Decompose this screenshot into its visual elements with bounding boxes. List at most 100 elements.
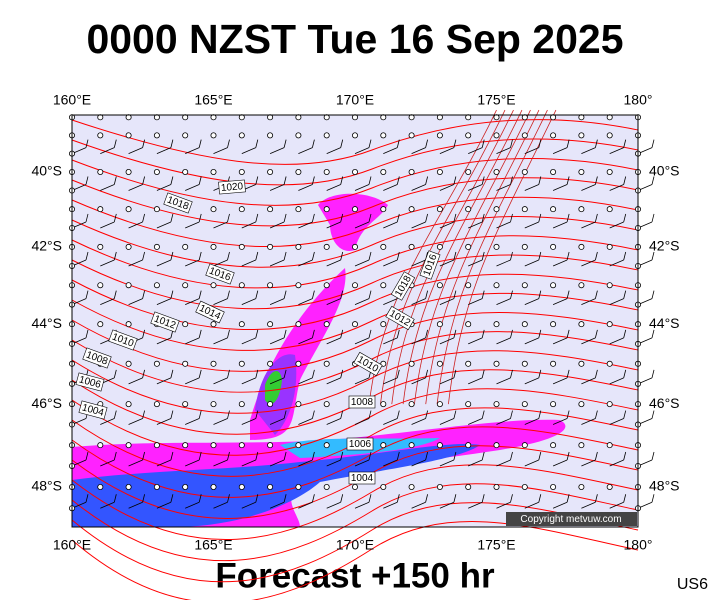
isobar bbox=[71, 158, 639, 206]
wind-barb bbox=[595, 251, 598, 261]
wind-barb bbox=[510, 176, 513, 185]
station bbox=[125, 483, 132, 490]
wind-barb bbox=[241, 147, 256, 154]
wind-barb bbox=[185, 459, 200, 467]
wind-barb bbox=[283, 329, 287, 339]
wind-barb bbox=[524, 337, 539, 345]
wind-barb bbox=[227, 139, 230, 148]
station bbox=[550, 206, 557, 213]
wind-barb bbox=[651, 329, 655, 339]
wind-barb bbox=[255, 410, 259, 419]
wind-barb bbox=[453, 494, 457, 503]
isobar-label-text: 1004 bbox=[351, 473, 374, 484]
wind-barb bbox=[85, 451, 89, 461]
station bbox=[436, 442, 443, 449]
wind-barb bbox=[524, 459, 539, 467]
lat-label: 46°S bbox=[649, 395, 680, 411]
station bbox=[238, 282, 245, 289]
isobar-label-text: 1008 bbox=[351, 397, 374, 408]
wind-barb bbox=[595, 213, 598, 223]
station bbox=[97, 243, 104, 250]
wind-barb bbox=[269, 298, 285, 305]
wind-barb bbox=[552, 459, 568, 467]
wind-barb bbox=[100, 147, 115, 154]
wind-barb bbox=[227, 290, 230, 299]
wind-barb bbox=[623, 494, 627, 503]
isobar-label-text: 1020 bbox=[220, 181, 244, 194]
wind-barb bbox=[453, 213, 457, 223]
station bbox=[210, 321, 217, 328]
wind-barb bbox=[85, 251, 89, 261]
wind-barb bbox=[255, 139, 259, 148]
wind-barb bbox=[396, 251, 400, 261]
wind-barb bbox=[411, 459, 426, 467]
wind-barb bbox=[241, 501, 256, 509]
station bbox=[465, 206, 472, 213]
station bbox=[521, 401, 528, 408]
station bbox=[578, 321, 585, 328]
station bbox=[380, 483, 387, 490]
wind-barb bbox=[524, 501, 539, 509]
wind-barb bbox=[100, 418, 115, 425]
wind-barb bbox=[623, 139, 627, 148]
wind-barb bbox=[142, 329, 145, 339]
station bbox=[606, 360, 613, 367]
rain-core bbox=[72, 443, 480, 527]
station bbox=[295, 282, 302, 289]
wind-barb bbox=[283, 251, 287, 261]
station bbox=[465, 442, 472, 449]
wind-barb bbox=[128, 184, 143, 191]
station bbox=[267, 243, 274, 250]
wind-barb bbox=[538, 494, 542, 503]
wind-barb bbox=[566, 410, 570, 419]
wind-barb bbox=[524, 298, 539, 305]
wind-barb bbox=[326, 221, 341, 229]
wind-barb bbox=[425, 494, 428, 503]
wind-barb bbox=[581, 259, 596, 267]
isobar-label: 1004 bbox=[348, 471, 376, 485]
station bbox=[550, 321, 557, 328]
wind-barb bbox=[496, 418, 511, 425]
wind-barb bbox=[368, 139, 372, 148]
wind-barb bbox=[227, 213, 230, 223]
station bbox=[153, 282, 160, 289]
station bbox=[380, 321, 387, 328]
station bbox=[323, 168, 330, 175]
wind-barb bbox=[581, 147, 596, 154]
station bbox=[578, 483, 585, 490]
station bbox=[550, 168, 557, 175]
isobar-label-box bbox=[75, 372, 105, 392]
station bbox=[323, 243, 330, 250]
wind-barb bbox=[595, 329, 598, 339]
wind-barb bbox=[581, 459, 596, 467]
wind-barb bbox=[481, 329, 485, 339]
wind-barb bbox=[198, 251, 202, 261]
station bbox=[408, 206, 415, 213]
wind-barb bbox=[198, 290, 202, 299]
station bbox=[267, 360, 274, 367]
wind-barb bbox=[198, 494, 202, 503]
wind-barb bbox=[269, 377, 285, 385]
isobar bbox=[368, 109, 497, 405]
wind-barb bbox=[396, 176, 400, 185]
wind-barb bbox=[198, 410, 202, 419]
map-frame bbox=[71, 114, 639, 528]
wind-barb bbox=[368, 290, 372, 299]
station bbox=[238, 321, 245, 328]
wind-barb bbox=[185, 501, 200, 509]
wind-barb bbox=[595, 451, 598, 461]
station bbox=[295, 132, 302, 139]
wind-barb bbox=[566, 329, 570, 339]
wind-barb bbox=[538, 251, 542, 261]
station bbox=[210, 206, 217, 213]
wind-barb bbox=[383, 259, 398, 267]
wind-barb bbox=[411, 259, 426, 267]
wind-barb bbox=[468, 337, 483, 345]
station bbox=[550, 243, 557, 250]
wind-barb bbox=[185, 184, 200, 191]
wind-barb bbox=[566, 451, 570, 461]
station bbox=[465, 483, 472, 490]
wind-barb bbox=[468, 147, 483, 154]
wind-barb bbox=[312, 329, 315, 339]
lat-label: 40°S bbox=[31, 163, 62, 179]
